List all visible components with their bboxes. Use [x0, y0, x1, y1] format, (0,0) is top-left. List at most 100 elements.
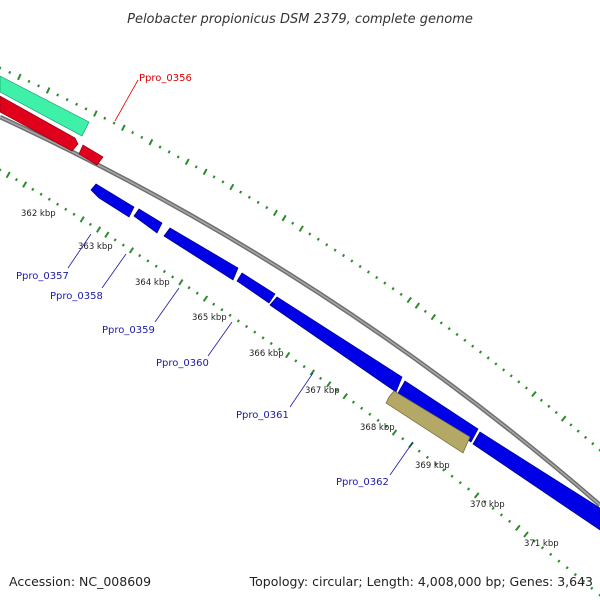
gc-dash	[509, 374, 513, 378]
label-leader-lines	[67, 79, 414, 476]
gc-dash	[391, 287, 395, 291]
gc-dash	[540, 546, 545, 550]
gc-dash	[272, 209, 278, 217]
gene-label-ppro-0360[interactable]: Ppro_0360	[156, 358, 209, 369]
gc-dash	[417, 449, 421, 453]
gc-dash	[309, 369, 316, 376]
gc-dash	[471, 344, 475, 348]
tick-label-370: 370 kbp	[470, 500, 505, 510]
gc-dash	[220, 308, 224, 312]
gene-arrow-ppro-0358[interactable]	[133, 208, 163, 234]
tick-label-362: 362 kbp	[21, 209, 56, 219]
gc-dash	[375, 275, 379, 280]
gc-dash	[368, 412, 372, 416]
gc-dash	[194, 165, 198, 169]
gc-dash	[178, 279, 184, 286]
gc-dash	[423, 309, 427, 313]
tick-label-366: 366 kbp	[249, 349, 284, 359]
gc-dash	[22, 181, 28, 188]
gene-arrow-ppro-0359[interactable]	[163, 227, 239, 281]
gc-dash	[195, 291, 199, 295]
gc-dash	[376, 418, 380, 423]
gc-dash	[547, 404, 551, 408]
gene-label-ppro-0361[interactable]: Ppro_0361	[236, 410, 289, 421]
gc-dash	[539, 398, 543, 402]
gc-dash	[399, 292, 403, 296]
gc-dash	[581, 579, 586, 584]
gc-dash	[256, 200, 260, 205]
gc-dash	[576, 429, 580, 433]
gc-dash	[532, 539, 536, 543]
gc-dash	[318, 376, 323, 380]
gc-dash	[281, 214, 287, 222]
gc-dash	[84, 107, 88, 111]
gc-dash	[316, 237, 320, 241]
gc-dash	[350, 259, 354, 263]
gc-dash	[531, 390, 537, 398]
gc-dash	[583, 435, 588, 440]
gc-dash	[45, 87, 51, 94]
gc-dash	[39, 192, 43, 196]
gc-dash	[341, 253, 346, 258]
gc-dash	[138, 253, 142, 258]
gc-dash	[146, 259, 150, 263]
gc-dash	[366, 270, 371, 274]
gc-dash	[302, 365, 306, 369]
gc-dash	[47, 197, 51, 201]
gc-dash	[154, 264, 158, 268]
gc-dash	[187, 286, 191, 290]
gc-dash	[212, 302, 216, 306]
gc-dash	[333, 248, 337, 252]
gene-label-ppro-0356[interactable]: Ppro_0356	[139, 73, 192, 84]
gc-dash	[261, 336, 265, 340]
gc-dash	[554, 410, 558, 415]
gc-dash	[557, 559, 561, 563]
gc-dash	[590, 586, 594, 590]
tick-label-364: 364 kbp	[135, 278, 170, 288]
gc-dash	[121, 124, 126, 132]
gc-dash	[113, 238, 117, 242]
gc-dash	[284, 351, 291, 359]
gene-label-ppro-0362[interactable]: Ppro_0362	[336, 477, 389, 488]
gc-dash	[269, 341, 273, 346]
pseudo-feature[interactable]	[385, 390, 471, 454]
gene-arrow-ppro-0357[interactable]	[90, 183, 135, 218]
gc-dash	[291, 221, 295, 225]
gene-arrow-ppro-0360[interactable]	[236, 272, 276, 304]
gc-dash	[221, 180, 225, 184]
gc-dash	[93, 110, 98, 117]
gc-track-inner	[0, 168, 600, 597]
gc-dash	[64, 207, 68, 211]
gc-dash	[65, 97, 69, 102]
gene-label-ppro-0357[interactable]: Ppro_0357	[16, 271, 69, 282]
gc-dash	[88, 222, 92, 227]
gc-dash	[466, 487, 471, 491]
gc-dash	[176, 155, 180, 159]
gc-dash	[236, 319, 240, 323]
gc-dash	[75, 102, 79, 106]
gc-dash	[121, 243, 125, 247]
gc-dash	[158, 145, 162, 149]
gc-dash	[598, 593, 600, 597]
gc-dash	[112, 121, 116, 125]
gc-dash	[103, 116, 107, 120]
gc-dash	[148, 138, 154, 146]
gc-dash	[253, 330, 257, 334]
gene-label-ppro-0359[interactable]: Ppro_0359	[102, 325, 155, 336]
gc-dash	[401, 437, 405, 441]
gc-dash	[31, 187, 35, 192]
gene-arrow-ppro-0355[interactable]	[0, 95, 79, 152]
gc-dash	[494, 362, 498, 366]
gene-label-ppro-0358[interactable]: Ppro_0358	[50, 291, 103, 302]
rna-feature[interactable]	[0, 75, 90, 137]
gc-dash	[244, 324, 249, 329]
gene-arrow-ppro-0361[interactable]	[269, 296, 403, 393]
gc-dash	[277, 347, 282, 351]
gc-dash	[439, 321, 443, 325]
gc-dash	[524, 386, 528, 390]
gene-arrow-ppro-0356[interactable]	[78, 144, 104, 166]
gc-dash	[598, 448, 600, 452]
gc-dash	[0, 168, 2, 172]
gene-arrow-ppro-0363[interactable]	[472, 431, 600, 531]
